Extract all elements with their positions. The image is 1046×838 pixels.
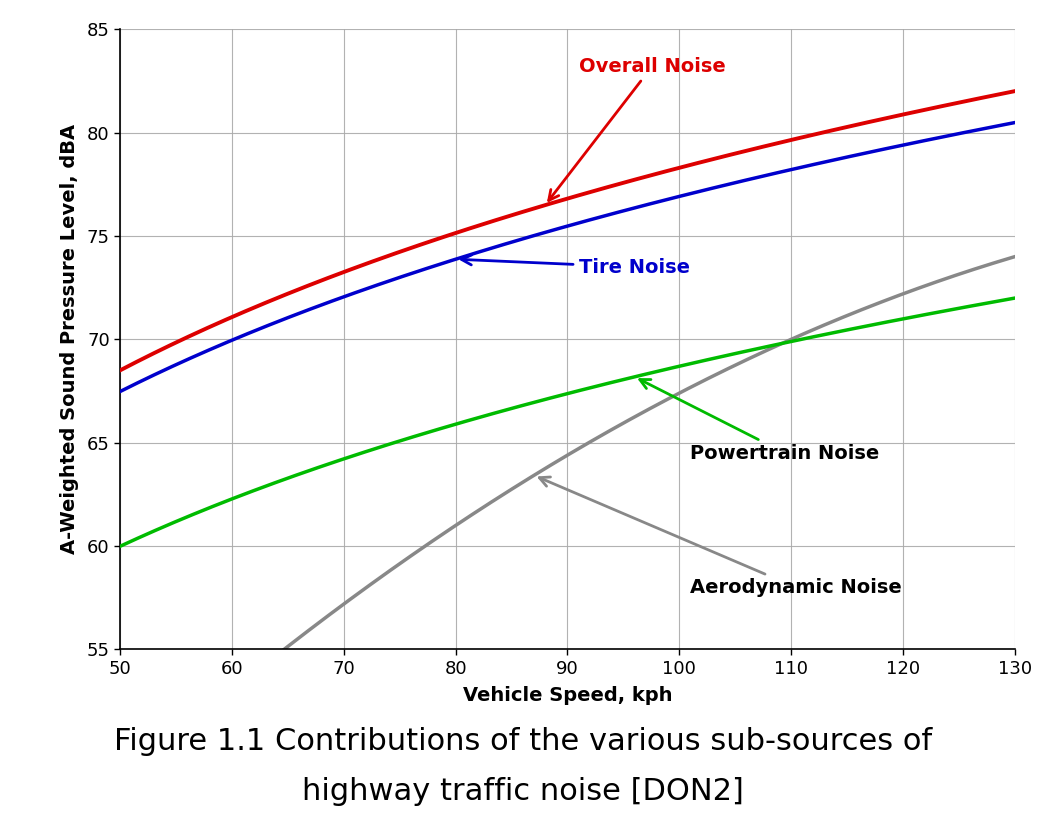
Text: Tire Noise: Tire Noise [461,255,689,277]
Text: highway traffic noise [DON2]: highway traffic noise [DON2] [302,778,744,806]
Y-axis label: A-Weighted Sound Pressure Level, dBA: A-Weighted Sound Pressure Level, dBA [60,124,78,555]
Text: Overall Noise: Overall Noise [549,57,725,200]
Text: Powertrain Noise: Powertrain Noise [640,380,880,463]
X-axis label: Vehicle Speed, kph: Vehicle Speed, kph [462,686,673,706]
Text: Aerodynamic Noise: Aerodynamic Noise [540,477,903,597]
Text: Figure 1.1 Contributions of the various sub-sources of: Figure 1.1 Contributions of the various … [114,727,932,756]
